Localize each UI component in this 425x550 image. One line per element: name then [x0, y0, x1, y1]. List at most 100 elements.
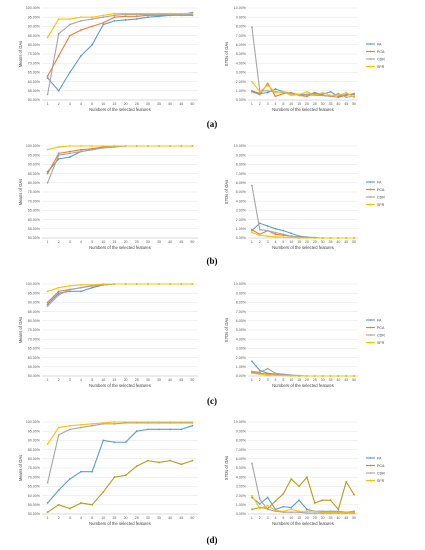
x-tick-label: 25: [135, 102, 139, 106]
data-point-SFR: [180, 12, 183, 15]
data-point-SFR: [57, 286, 60, 289]
x-tick-label: 30: [146, 102, 150, 106]
data-point-SFR: [298, 375, 300, 377]
x-tick-label: 50: [352, 378, 356, 382]
legend-label-PCA: PCA: [377, 326, 385, 330]
data-point-SFR: [282, 374, 285, 377]
y-tick-label: 95.00%: [28, 153, 41, 157]
legend-label-CDR: CDR: [377, 195, 385, 199]
y-tick-label: 65.00%: [28, 485, 41, 489]
x-tick-label: 25: [135, 378, 139, 382]
data-point-SFR: [135, 12, 138, 15]
data-point-CDR: [80, 286, 82, 289]
x-tick-label: 5: [91, 378, 93, 382]
data-point-PCA: [46, 301, 49, 304]
data-point-SFR: [306, 90, 308, 93]
data-point-SFR: [46, 36, 49, 39]
data-point-SFR: [251, 372, 253, 375]
x-tick-label: 35: [157, 378, 161, 382]
y-tick-label: 4.00%: [236, 61, 247, 65]
x-axis-label: Numbers of the selected features: [272, 245, 334, 250]
series-line-CDR: [47, 13, 193, 95]
y-tick-label: 55.00%: [28, 503, 41, 507]
x-tick-label: 20: [305, 240, 309, 244]
series-line-SFR: [47, 12, 193, 38]
data-point-PCA: [102, 491, 105, 493]
x-tick-label: 20: [124, 516, 128, 520]
data-point-CDR: [102, 146, 105, 149]
data-point-SFR: [191, 283, 194, 285]
y-tick-label: 60.00%: [28, 80, 41, 84]
data-point-SFR: [191, 12, 194, 15]
y-tick-label: 8.00%: [236, 163, 247, 167]
data-point-SFR: [91, 145, 94, 147]
x-tick-label: 20: [124, 378, 128, 382]
data-point-FA: [113, 19, 116, 22]
x-axis-label: Numbers of the selected features: [89, 107, 151, 112]
data-point-SFR: [321, 375, 324, 377]
y-tick-label: 4.00%: [236, 199, 247, 203]
x-tick-label: 3: [69, 240, 71, 244]
data-point-SFR: [313, 375, 316, 377]
data-point-SFR: [290, 375, 293, 377]
data-point-CDR: [313, 512, 316, 514]
legend-label-FA: FA: [377, 180, 382, 184]
x-tick-label: 3: [267, 240, 269, 244]
data-point-SFR: [124, 283, 127, 285]
series-line-SFR: [251, 231, 355, 239]
y-tick-label: 8.00%: [236, 25, 247, 29]
data-point-SFR: [180, 421, 183, 423]
data-point-PCA: [57, 503, 60, 506]
data-point-SFR: [57, 146, 60, 148]
data-point-FA: [274, 227, 277, 230]
chart-1: 0.00% 1.00% 2.00% 3.00% 4.00% 5.00% 6.00% 7.00%…: [224, 6, 385, 112]
data-point-CDR: [113, 14, 116, 17]
legend-marker-CDR: [369, 334, 372, 336]
series-line-PCA: [47, 145, 193, 174]
data-point-SFR: [57, 426, 60, 429]
data-point-CDR: [91, 424, 94, 427]
y-tick-label: 100.00%: [26, 420, 41, 424]
data-point-FA: [266, 225, 269, 227]
x-tick-label: 50: [190, 516, 194, 520]
data-point-FA: [91, 43, 94, 46]
data-point-SFR: [124, 145, 127, 147]
data-point-CDR: [57, 294, 60, 296]
series-line-SFR: [47, 283, 193, 292]
y-tick-label: 95.00%: [28, 15, 41, 19]
y-tick-label: 70.00%: [28, 475, 41, 479]
legend-marker-PCA: [369, 188, 372, 191]
y-tick-label: 95.00%: [28, 291, 41, 295]
data-point-SFR: [80, 423, 82, 426]
y-tick-label: 7.00%: [236, 448, 247, 452]
x-tick-label: 5: [91, 102, 93, 106]
x-tick-label: 50: [352, 102, 356, 106]
data-point-PCA: [191, 459, 194, 462]
data-point-FA: [169, 428, 172, 431]
x-tick-label: 3: [267, 102, 269, 106]
panel-label: (d): [207, 535, 218, 545]
y-tick-label: 50.00%: [28, 512, 41, 516]
data-point-FA: [68, 156, 71, 158]
data-point-PCA: [158, 461, 160, 464]
x-tick-label: 15: [297, 516, 301, 520]
x-tick-label: 20: [124, 102, 128, 106]
x-tick-label: 1: [47, 102, 49, 106]
data-point-SFR: [266, 235, 269, 238]
x-tick-label: 45: [179, 102, 183, 106]
data-point-CDR: [46, 181, 49, 184]
data-point-SFR: [102, 422, 105, 424]
x-tick-label: 10: [101, 240, 105, 244]
data-point-SFR: [282, 90, 285, 93]
data-point-CDR: [282, 373, 285, 376]
legend-marker-PCA: [369, 464, 372, 467]
data-point-PCA: [68, 150, 71, 153]
series-line-CDR: [47, 422, 193, 483]
data-point-FA: [57, 89, 60, 92]
data-point-CDR: [290, 92, 293, 95]
data-point-SFR: [91, 284, 94, 286]
y-tick-label: 1.00%: [236, 227, 247, 231]
series-line-FA: [47, 283, 193, 305]
y-tick-label: 80.00%: [28, 319, 41, 323]
data-point-FA: [46, 77, 49, 79]
